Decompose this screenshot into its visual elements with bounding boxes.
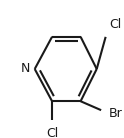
Text: Cl: Cl (109, 18, 121, 31)
Text: Cl: Cl (46, 127, 58, 138)
Text: N: N (20, 63, 30, 75)
Text: Br: Br (109, 107, 123, 120)
